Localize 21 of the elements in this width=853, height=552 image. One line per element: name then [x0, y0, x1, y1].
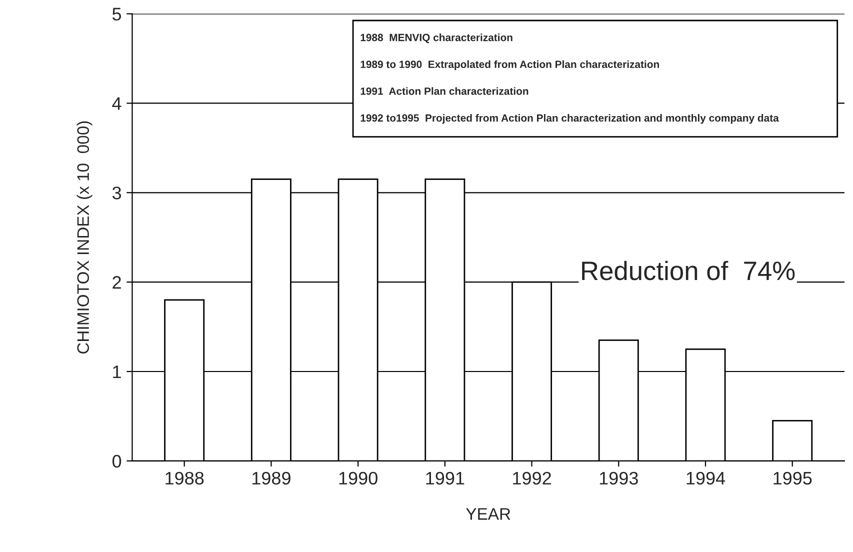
y-axis-title: CHIMIOTOX INDEX (x 10 000): [76, 121, 92, 354]
x-tick-label: 1994: [686, 472, 726, 485]
x-tick-label: 1992: [513, 472, 551, 485]
y-tick-label: 3: [112, 186, 122, 200]
y-tick-label: 4: [112, 97, 122, 110]
annotation: 1988 MENVIQ characterization: [360, 34, 512, 44]
x-tick-label: 1995: [774, 472, 812, 485]
x-tick-label: 1990: [339, 472, 378, 485]
x-tick-label: 1989: [252, 472, 290, 485]
x-tick-label: 1993: [600, 472, 638, 485]
y-tick-label: 1: [113, 366, 121, 378]
annotation: 1989 to 1990 Extrapolated from Action Plan characterization: [360, 60, 659, 70]
x-axis-title: YEAR: [466, 508, 510, 520]
x-tick-label: 1988: [166, 472, 204, 485]
annotation: Reduction of 74%: [582, 260, 795, 280]
annotation: 1991 Action Plan characterization: [360, 87, 528, 95]
annotation: 1992 to1995 Projected from Action Plan characterization and monthly company data: [360, 114, 779, 124]
y-tick-label: 0: [112, 454, 122, 468]
x-tick-label: 1991: [426, 472, 464, 485]
y-tick-label: 2: [112, 276, 121, 289]
y-tick-label: 5: [112, 8, 122, 21]
